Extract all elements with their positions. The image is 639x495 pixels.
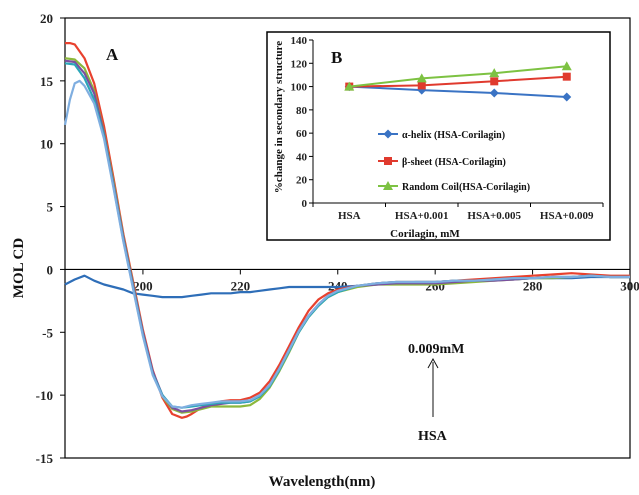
y-tick-label: -5 [42,325,53,340]
inset-series-line-3 [349,65,567,88]
y-tick-label: 15 [40,74,54,89]
inset-y-tick-label: 120 [291,58,308,70]
panel-label-b: B [331,48,342,67]
y-axis-title: MOL CD [11,238,27,299]
legend-entry-2: β-sheet (HSA-Corilagin) [402,157,506,168]
inset-y-tick-label: 80 [296,105,308,117]
inset-data-point [417,81,426,90]
legend-swatch-marker [384,157,392,165]
y-tick-label: 10 [40,137,53,152]
annotation-concentration: 0.009mM [408,342,464,357]
inset-data-point [562,92,572,102]
inset-category-label: HSA+0.001 [395,210,449,222]
inset-data-point [489,68,500,78]
inset-data-point [416,73,427,83]
annotation-hsa: HSA [418,429,448,444]
inset-series-line-2 [349,75,567,88]
panel-label-a: A [106,45,119,64]
inset-legend: α-helix (HSA-Corilagin) β-sheet (HSA-Cori… [378,129,530,193]
y-tick-label: -10 [36,388,53,403]
inset-data-point [344,81,355,91]
inset-data-point [490,77,499,86]
legend-swatch-marker [383,129,393,139]
inset-y-tick-label: 60 [296,128,308,140]
main-series-group [63,42,630,419]
inset-data-point [562,72,571,81]
x-axis-title: Wavelength(nm) [269,474,376,490]
inset-y-tick-label: 0 [302,198,308,210]
inset-data-point [489,88,499,98]
inset-series-line-1 [349,85,567,98]
inset-category-label: HSA+0.005 [467,210,521,222]
inset-y-tick-label: 40 [296,151,308,163]
main-plot-frame [64,17,631,459]
x-tick-label: 300 [620,278,639,293]
inset-y-axis-title: %change in secondary structure [273,41,285,193]
inset-data-point [561,61,572,71]
legend-swatch-marker [383,181,393,190]
inset-category-label: HSA+0.009 [540,210,594,222]
inset-y-tick-label: 20 [296,175,308,187]
x-tick-label: 280 [523,278,543,293]
inset-y-tick-label: 140 [291,35,308,47]
y-tick-label: 0 [47,262,54,277]
inset-y-tick-label: 100 [291,82,308,94]
y-tick-label: 20 [40,11,53,26]
legend-entry-1: α-helix (HSA-Corilagin) [402,130,505,141]
y-tick-label: -15 [36,451,54,466]
inset-plot-area: 0 20 40 60 80 100 120 140 HSA HSA+0.001 HSA+0.005 H… [291,35,604,222]
x-tick-label: 220 [231,278,251,293]
annotation-arrowhead [427,357,439,369]
inset-x-axis-title: Corilagin, mM [390,228,460,240]
inset-series-group [344,61,572,102]
y-tick-label: 5 [47,200,54,215]
legend-entry-3: Random Coil(HSA-Corilagin) [402,182,530,193]
x-tick-label: 200 [133,278,153,293]
inset-category-label: HSA [338,210,361,222]
spectrum-line-6 [63,79,630,409]
